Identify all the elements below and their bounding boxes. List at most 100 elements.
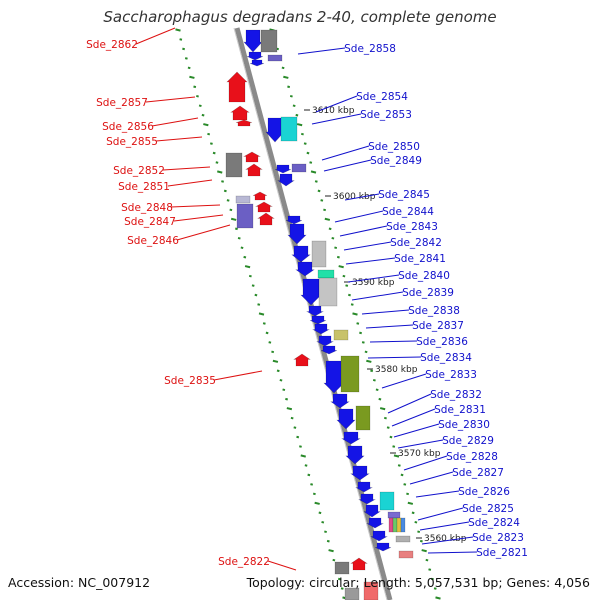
gene-red[interactable] [230,105,250,121]
left-tick-mark [271,350,275,354]
gene-gray[interactable] [225,152,243,178]
gene-red[interactable] [350,557,368,571]
gene-blue[interactable] [363,504,381,518]
gene-purple[interactable] [235,195,251,204]
gene-green[interactable] [392,517,398,533]
gene-gray[interactable] [318,277,338,307]
gene-label-sde-2855[interactable]: Sde_2855 [106,136,158,148]
gene-red[interactable] [293,353,311,367]
gene-label-sde-2828[interactable]: Sde_2828 [446,451,498,463]
gene-olive[interactable] [333,329,349,341]
gene-blue[interactable] [320,345,338,355]
gene-blue[interactable] [365,517,385,529]
gene-label-sde-2845[interactable]: Sde_2845 [378,189,430,201]
gene-label-sde-2840[interactable]: Sde_2840 [398,270,450,282]
gene-label-sde-2853[interactable]: Sde_2853 [360,109,412,121]
gene-label-sde-2854[interactable]: Sde_2854 [356,91,408,103]
gene-label-sde-2836[interactable]: Sde_2836 [416,336,468,348]
gene-purple[interactable] [387,511,401,519]
gene-blue[interactable] [330,393,350,409]
gene-purple[interactable] [291,163,307,173]
gene-blue[interactable] [274,164,292,174]
gene-label-sde-2850[interactable]: Sde_2850 [368,141,420,153]
gene-olive[interactable] [340,355,360,393]
gene-blue[interactable] [295,261,315,277]
gene-label-sde-2852[interactable]: Sde_2852 [113,165,165,177]
gene-blue[interactable] [300,278,322,306]
gene-label-sde-2858[interactable]: Sde_2858 [344,43,396,55]
gene-blue[interactable] [354,481,374,493]
gene-label-sde-2856[interactable]: Sde_2856 [102,121,154,133]
gene-gray[interactable] [311,240,327,268]
gene-cyan[interactable] [280,116,298,142]
gene-blue[interactable] [374,542,392,552]
gene-blue[interactable] [315,335,335,347]
gene-blue[interactable] [345,445,365,465]
gene-label-sde-2846[interactable]: Sde_2846 [127,235,179,247]
gene-yellow[interactable] [396,517,402,533]
gene-blue[interactable] [285,215,303,225]
gene-label-sde-2857[interactable]: Sde_2857 [96,97,148,109]
gene-label-sde-2821[interactable]: Sde_2821 [476,547,528,559]
gene-red[interactable] [235,119,253,127]
gene-purple[interactable] [267,54,283,62]
gene-label-sde-2824[interactable]: Sde_2824 [468,517,520,529]
gene-blue[interactable] [400,517,406,533]
gene-label-sde-2851[interactable]: Sde_2851 [118,181,170,193]
gene-label-sde-2862[interactable]: Sde_2862 [86,39,138,51]
gene-blue[interactable] [246,51,264,61]
gene-label-sde-2831[interactable]: Sde_2831 [434,404,486,416]
gene-label-sde-2823[interactable]: Sde_2823 [472,532,524,544]
gene-label-sde-2833[interactable]: Sde_2833 [425,369,477,381]
gene-blue[interactable] [369,530,389,542]
gene-cyan[interactable] [379,491,395,511]
gene-green[interactable] [317,269,335,279]
gene-red[interactable] [242,151,262,163]
gene-blue[interactable] [336,408,356,430]
gene-olive[interactable] [355,405,371,431]
gene-blue[interactable] [311,323,331,335]
gene-label-sde-2839[interactable]: Sde_2839 [402,287,454,299]
gene-gray[interactable] [334,561,350,575]
gene-label-sde-2842[interactable]: Sde_2842 [390,237,442,249]
gene-blue[interactable] [243,29,263,53]
gene-label-sde-2834[interactable]: Sde_2834 [420,352,472,364]
gene-blue[interactable] [357,493,377,505]
gene-label-sde-2844[interactable]: Sde_2844 [382,206,434,218]
gene-label-sde-2827[interactable]: Sde_2827 [452,467,504,479]
gene-purple[interactable] [236,203,254,229]
gene-label-sde-2848[interactable]: Sde_2848 [121,202,173,214]
gene-label-sde-2847[interactable]: Sde_2847 [124,216,176,228]
gene-gray[interactable] [260,29,278,53]
gene-red[interactable] [398,550,414,559]
gene-blue[interactable] [309,315,327,325]
gene-red[interactable] [363,581,379,600]
gene-blue[interactable] [249,59,265,67]
gene-label-sde-2843[interactable]: Sde_2843 [386,221,438,233]
gene-blue[interactable] [287,223,307,245]
gene-blue[interactable] [291,245,311,263]
gene-blue[interactable] [277,173,295,187]
gene-label-sde-2841[interactable]: Sde_2841 [394,253,446,265]
gene-red[interactable] [254,201,274,213]
gene-gray[interactable] [344,587,360,600]
gene-red[interactable] [252,191,268,201]
gene-red[interactable] [257,212,275,226]
gene-pink[interactable] [388,517,394,533]
gene-blue[interactable] [350,465,370,481]
gene-label-sde-2837[interactable]: Sde_2837 [412,320,464,332]
gene-label-sde-2849[interactable]: Sde_2849 [370,155,422,167]
gene-label-sde-2829[interactable]: Sde_2829 [442,435,494,447]
gene-label-sde-2822[interactable]: Sde_2822 [218,556,270,568]
gene-label-sde-2830[interactable]: Sde_2830 [438,419,490,431]
gene-blue[interactable] [340,431,362,445]
gene-red[interactable] [226,71,248,103]
gene-red[interactable] [245,163,263,177]
gene-gray[interactable] [395,535,411,543]
gene-blue[interactable] [305,305,325,317]
gene-label-sde-2825[interactable]: Sde_2825 [462,503,514,515]
gene-label-sde-2832[interactable]: Sde_2832 [430,389,482,401]
gene-label-sde-2838[interactable]: Sde_2838 [408,305,460,317]
gene-label-sde-2835[interactable]: Sde_2835 [164,375,216,387]
gene-label-sde-2826[interactable]: Sde_2826 [458,486,510,498]
